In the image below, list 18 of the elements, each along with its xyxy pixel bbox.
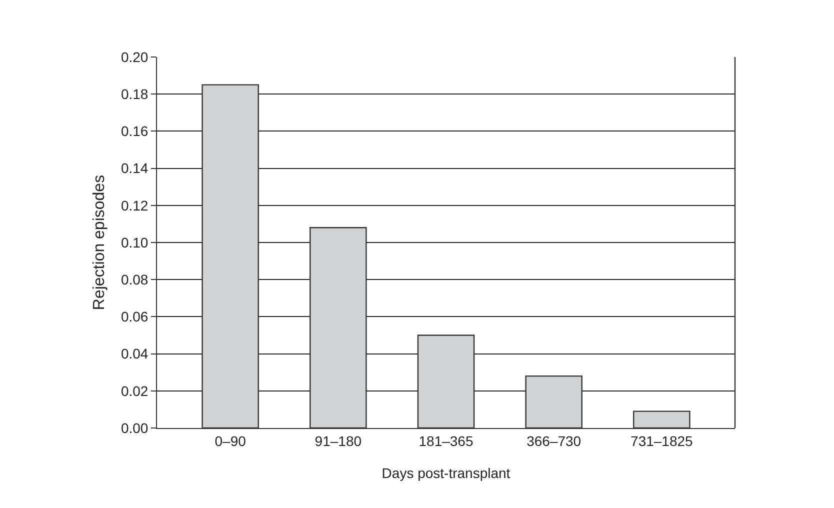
y-tick-label: 0.14 (120, 160, 148, 176)
y-tick-label: 0.08 (120, 272, 148, 288)
x-tick-label: 731–1825 (630, 432, 694, 449)
y-tick-label: 0.02 (120, 382, 148, 399)
y-tick-label: 0.20 (120, 48, 148, 65)
y-tick-label: 0.00 (120, 420, 148, 436)
x-axis-title: Days post-transplant (382, 465, 510, 482)
y-axis-title: Rejection episodes (90, 174, 108, 310)
y-tick-label: 0.06 (120, 308, 148, 325)
x-tick-label: 366–730 (526, 432, 582, 449)
x-tick-label: 91–180 (314, 432, 362, 449)
y-tick-label: 0.16 (120, 123, 148, 140)
y-tick-label: 0.18 (120, 86, 148, 102)
y-tick-label: 0.04 (120, 346, 148, 362)
y-tick-label: 0.12 (120, 197, 148, 214)
y-tick-label: 0.10 (120, 234, 148, 250)
x-tick-label: 0–90 (214, 432, 246, 449)
x-tick-label: 181–365 (418, 432, 474, 449)
